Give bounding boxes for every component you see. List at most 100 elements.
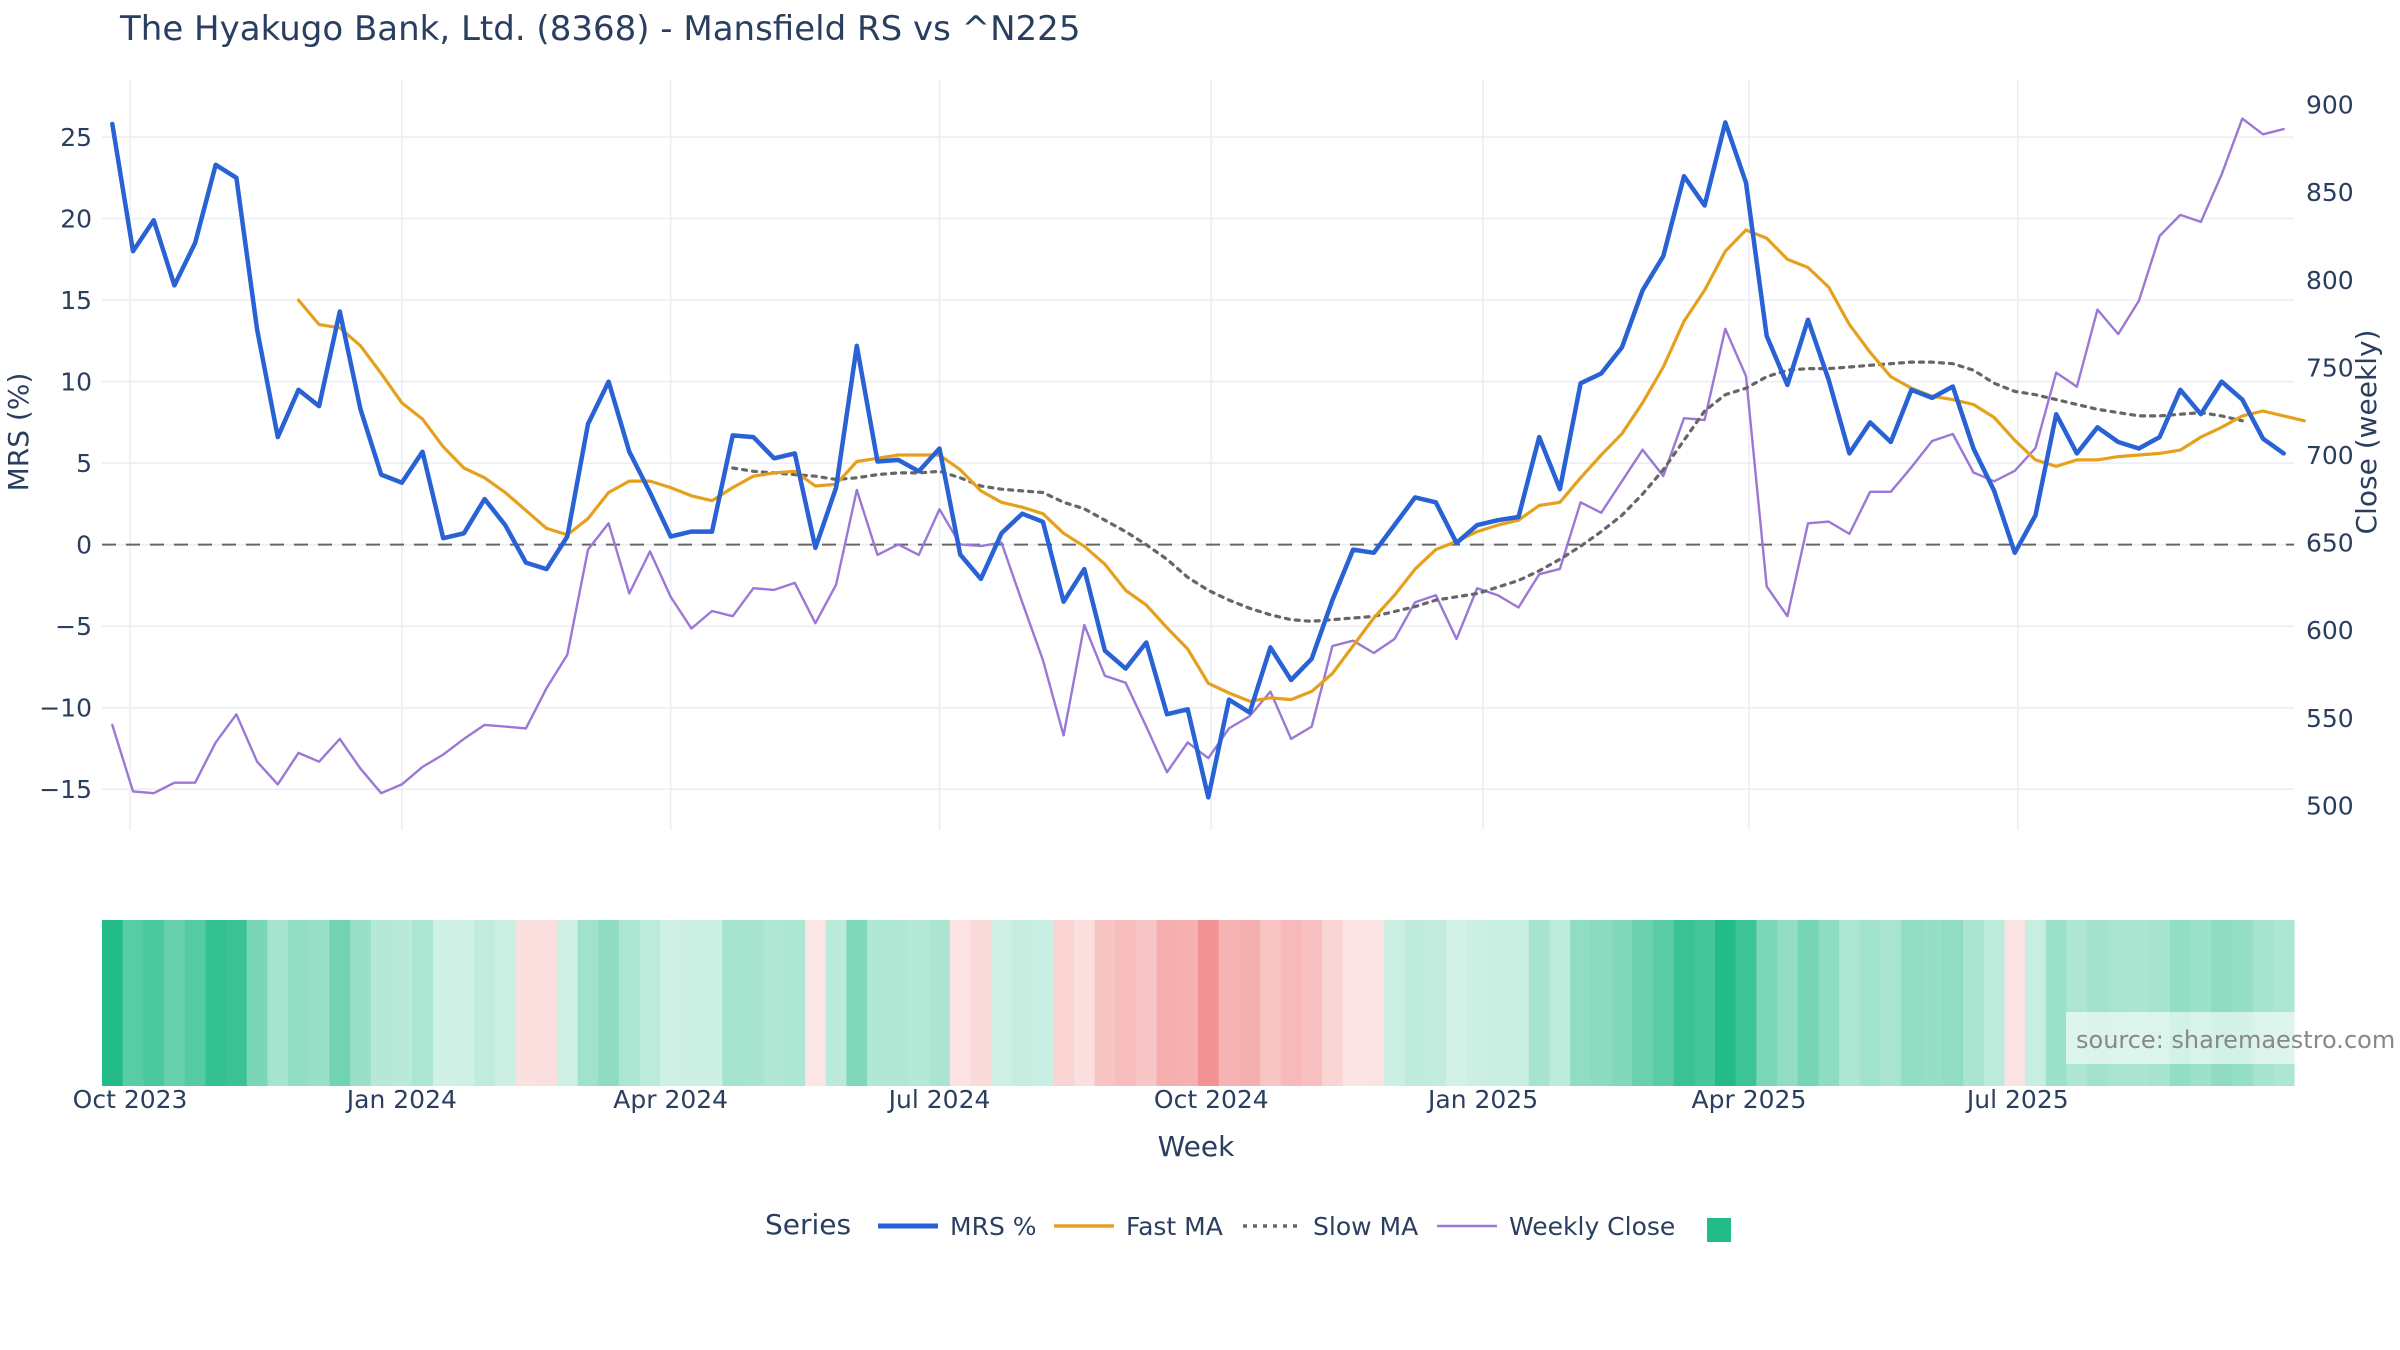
heat-cell bbox=[267, 920, 289, 1086]
legend-label-mrs: MRS % bbox=[950, 1212, 1037, 1241]
heat-cell bbox=[1983, 920, 2006, 1086]
legend: Series MRS % Fast MA Slow MA Weekly Clos… bbox=[765, 1208, 1731, 1242]
heat-cell bbox=[577, 920, 599, 1086]
x-tick-label: Apr 2024 bbox=[613, 1085, 728, 1114]
heat-cell bbox=[1797, 920, 1819, 1086]
heat-cell bbox=[412, 920, 434, 1086]
heat-cell bbox=[846, 920, 868, 1086]
heat-cell bbox=[1260, 920, 1282, 1086]
heat-cell bbox=[1590, 920, 1613, 1086]
heat-cell bbox=[1198, 920, 1220, 1086]
heat-cell bbox=[805, 920, 827, 1086]
y-tick-label: 0 bbox=[76, 531, 92, 560]
heat-cell bbox=[102, 920, 124, 1086]
y-tick-label: 15 bbox=[60, 286, 92, 315]
legend-label-fast-ma: Fast MA bbox=[1126, 1212, 1223, 1241]
heat-cell bbox=[536, 920, 558, 1086]
heat-cell bbox=[515, 920, 537, 1086]
y-tick-label: 10 bbox=[60, 368, 92, 397]
heat-cell bbox=[205, 920, 227, 1086]
chart-title: The Hyakugo Bank, Ltd. (8368) - Mansfiel… bbox=[119, 9, 1080, 49]
heat-cell bbox=[370, 920, 393, 1086]
heat-cell bbox=[1901, 920, 1923, 1086]
heat-strip bbox=[102, 920, 2295, 1086]
heat-cell bbox=[660, 920, 682, 1086]
heat-cell bbox=[1322, 920, 1344, 1086]
heat-cell bbox=[639, 920, 661, 1086]
heat-cell bbox=[1425, 920, 1447, 1086]
y2-axis-title: Close (weekly) bbox=[2350, 330, 2383, 535]
grid-layer bbox=[102, 80, 2294, 830]
heat-cell bbox=[226, 920, 248, 1086]
x-tick-label: Jul 2024 bbox=[887, 1085, 991, 1114]
heat-cell bbox=[1818, 920, 1840, 1086]
y-tick-label: 25 bbox=[60, 123, 92, 152]
heat-cell bbox=[1218, 920, 1240, 1086]
y2-tick-label: 700 bbox=[2306, 441, 2354, 470]
heat-cell bbox=[122, 920, 144, 1086]
series-line-slow-ma bbox=[731, 360, 2244, 623]
heat-cell bbox=[453, 920, 475, 1086]
heat-cell bbox=[1735, 920, 1757, 1086]
heat-cell bbox=[1777, 920, 1799, 1086]
heat-cell bbox=[1673, 920, 1695, 1086]
y2-tick-label: 800 bbox=[2306, 266, 2354, 295]
heat-cell bbox=[722, 920, 744, 1086]
legend-label-slow-ma: Slow MA bbox=[1313, 1212, 1418, 1241]
y-tick-label: 5 bbox=[76, 449, 92, 478]
y2-tick-label: 850 bbox=[2306, 178, 2354, 207]
heat-cell bbox=[1363, 920, 1385, 1086]
heat-cell bbox=[474, 920, 496, 1086]
heat-cell bbox=[2025, 920, 2047, 1086]
heat-cell bbox=[1053, 920, 1075, 1086]
heat-cell bbox=[1549, 920, 1571, 1086]
x-tick-label: Jan 2024 bbox=[345, 1085, 457, 1114]
series-line-fast-ma bbox=[296, 228, 2306, 703]
heat-cell bbox=[1652, 920, 1675, 1086]
heat-cell bbox=[1942, 920, 1964, 1086]
heat-cell bbox=[391, 920, 413, 1086]
x-tick-label: Jan 2025 bbox=[1426, 1085, 1538, 1114]
heat-cell bbox=[1528, 920, 1551, 1086]
heat-cell bbox=[618, 920, 641, 1086]
heat-cell bbox=[701, 920, 723, 1086]
x-tick-label: Apr 2025 bbox=[1692, 1085, 1807, 1114]
heat-cell bbox=[143, 920, 165, 1086]
y2-tick-label: 550 bbox=[2306, 704, 2354, 733]
y-tick-label: −15 bbox=[39, 775, 92, 804]
heat-cell bbox=[184, 920, 206, 1086]
heat-cell bbox=[1859, 920, 1882, 1086]
legend-label-weekly-close: Weekly Close bbox=[1509, 1212, 1675, 1241]
heat-cell bbox=[1032, 920, 1054, 1086]
heat-cell bbox=[1466, 920, 1489, 1086]
heat-cell bbox=[1756, 920, 1778, 1086]
series-line-mrs bbox=[110, 120, 2286, 800]
heat-cell bbox=[1177, 920, 1199, 1086]
y2-tick-label: 500 bbox=[2306, 791, 2354, 820]
y-axis-title: MRS (%) bbox=[2, 373, 35, 492]
heat-cell bbox=[329, 920, 351, 1086]
heat-cell bbox=[1694, 920, 1716, 1086]
legend-swatch-heat-strip bbox=[1707, 1218, 1731, 1242]
heat-cell bbox=[1011, 920, 1034, 1086]
y2-tick-label: 650 bbox=[2306, 529, 2354, 558]
y2-tick-label: 750 bbox=[2306, 353, 2354, 382]
source-note-background bbox=[2066, 1012, 2400, 1064]
heat-cell bbox=[1921, 920, 1944, 1086]
y2-tick-label: 900 bbox=[2306, 91, 2354, 120]
source-note: source: sharemaestro.com bbox=[2076, 1026, 2395, 1054]
heat-cell bbox=[1301, 920, 1323, 1086]
heat-cell bbox=[908, 920, 930, 1086]
heat-cell bbox=[598, 920, 620, 1086]
heat-cell bbox=[1384, 920, 1406, 1086]
heat-cell bbox=[763, 920, 786, 1086]
heat-cell bbox=[308, 920, 331, 1086]
heat-cell bbox=[246, 920, 269, 1086]
heat-cell bbox=[929, 920, 951, 1086]
y-tick-label: −10 bbox=[39, 694, 92, 723]
heat-cell bbox=[1280, 920, 1302, 1086]
heat-cell bbox=[1094, 920, 1116, 1086]
heat-cell bbox=[1135, 920, 1158, 1086]
